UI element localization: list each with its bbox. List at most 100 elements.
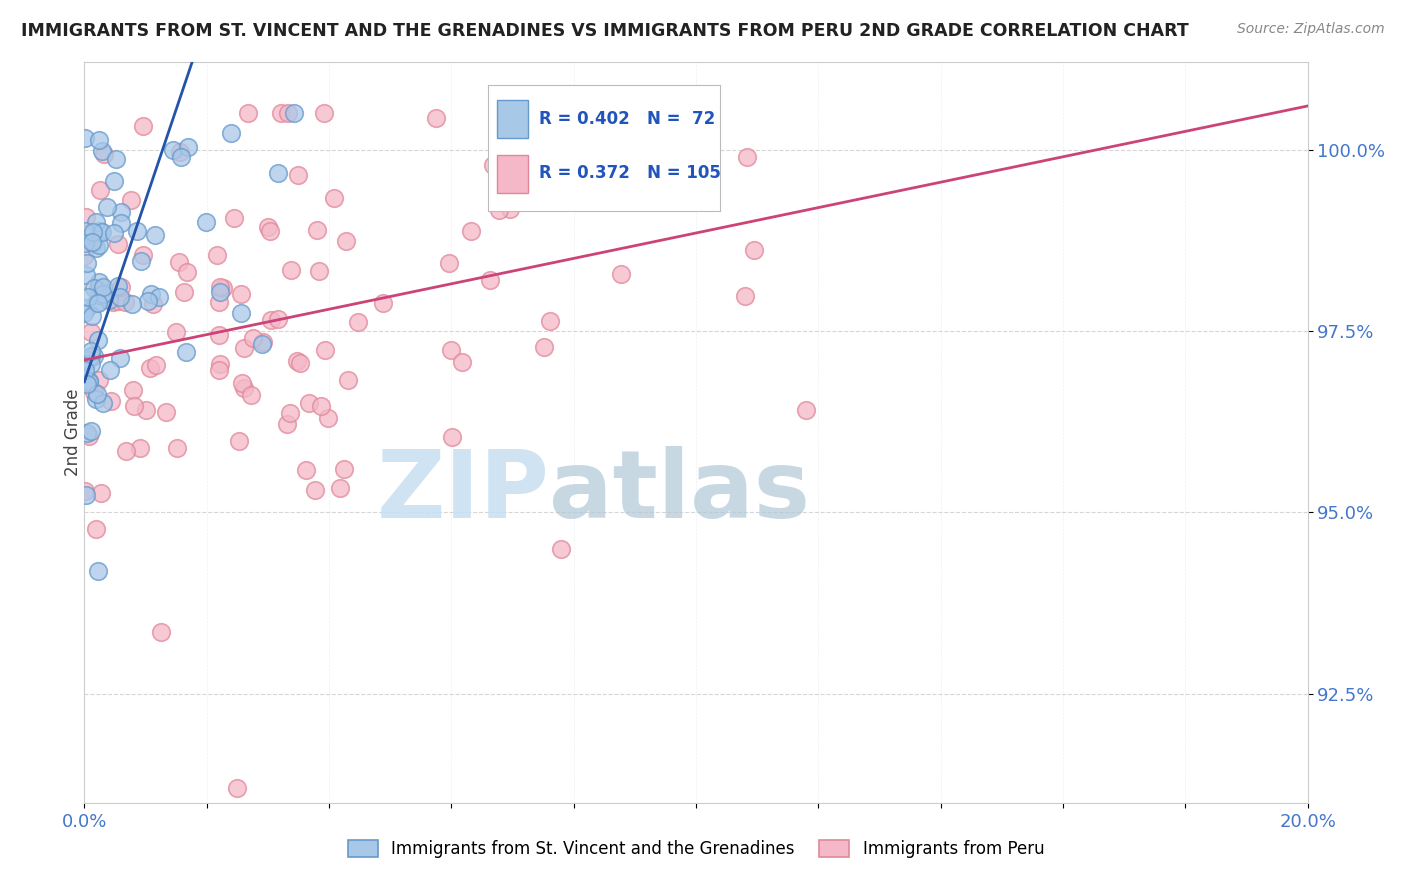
Point (209, 285, 232, 299)
Point (169, 145, 191, 159)
Point (91, 286, 114, 301)
Point (121, 383, 143, 397)
Point (93, 147, 115, 161)
Point (132, 119, 155, 133)
Point (107, 279, 129, 293)
Point (337, 373, 360, 387)
Point (90, 485, 112, 500)
Point (139, 361, 162, 376)
Point (143, 228, 166, 243)
Point (105, 152, 128, 166)
Point (80, 309, 103, 323)
Point (437, 256, 460, 270)
Point (87, 333, 110, 347)
Point (75, 363, 97, 377)
Point (166, 441, 188, 455)
Point (209, 280, 232, 294)
Point (550, 541, 572, 556)
Point (141, 287, 163, 301)
Point (478, 273, 501, 287)
Point (84, 522, 107, 536)
Point (734, 289, 756, 303)
Point (80, 424, 103, 438)
Point (87, 133, 110, 147)
Point (110, 205, 132, 219)
Point (145, 358, 167, 372)
Point (229, 287, 252, 301)
Point (283, 106, 305, 120)
Point (194, 215, 217, 229)
Point (121, 297, 143, 311)
Point (76, 301, 98, 315)
Point (259, 224, 281, 238)
Point (219, 127, 242, 141)
Point (287, 168, 309, 182)
Point (120, 193, 142, 207)
Point (794, 402, 817, 417)
Point (250, 337, 273, 351)
Point (142, 297, 165, 311)
Point (450, 355, 472, 369)
Point (208, 294, 231, 309)
Point (76, 255, 98, 269)
Point (108, 290, 131, 304)
Point (148, 290, 170, 304)
Point (110, 280, 132, 294)
Point (83, 236, 105, 251)
Point (75, 210, 97, 224)
Point (84, 295, 107, 310)
Point (73, 131, 96, 145)
Point (211, 280, 233, 294)
Point (276, 417, 298, 431)
Point (77, 353, 100, 368)
Point (488, 202, 510, 217)
Point (371, 296, 394, 310)
Point (83, 349, 105, 363)
Point (84, 241, 107, 255)
Point (80, 343, 103, 358)
Point (108, 351, 131, 366)
Point (347, 315, 370, 329)
Point (162, 143, 184, 157)
Point (79, 429, 101, 443)
Point (226, 781, 249, 796)
Point (335, 234, 357, 248)
Point (155, 405, 177, 419)
Point (329, 481, 352, 495)
Point (239, 388, 262, 402)
Point (127, 224, 149, 238)
Point (107, 236, 129, 251)
Point (742, 243, 765, 257)
Point (205, 248, 228, 262)
Text: IMMIGRANTS FROM ST. VINCENT AND THE GRENADINES VS IMMIGRANTS FROM PERU 2ND GRADE: IMMIGRANTS FROM ST. VINCENT AND THE GREN… (21, 22, 1189, 40)
Point (610, 268, 633, 282)
Point (169, 150, 191, 164)
Point (96, 200, 118, 214)
Point (91, 144, 114, 158)
Point (316, 410, 339, 425)
Point (295, 463, 318, 477)
Point (122, 399, 145, 413)
Point (312, 106, 335, 120)
Point (538, 314, 561, 328)
Point (252, 335, 274, 350)
Point (333, 462, 356, 476)
Point (80, 235, 103, 249)
Point (309, 399, 332, 413)
Point (73, 236, 96, 251)
Point (242, 331, 264, 345)
Point (73, 370, 96, 384)
Point (260, 313, 283, 327)
Point (87, 282, 110, 296)
Point (87, 237, 110, 252)
Text: Source: ZipAtlas.com: Source: ZipAtlas.com (1237, 22, 1385, 37)
Point (83, 384, 105, 399)
Point (298, 396, 321, 410)
Point (77, 375, 100, 389)
Point (77, 375, 100, 389)
Point (132, 248, 155, 262)
Point (208, 327, 231, 342)
Point (80, 357, 103, 371)
Text: ZIP: ZIP (377, 446, 550, 538)
Point (91, 280, 114, 294)
